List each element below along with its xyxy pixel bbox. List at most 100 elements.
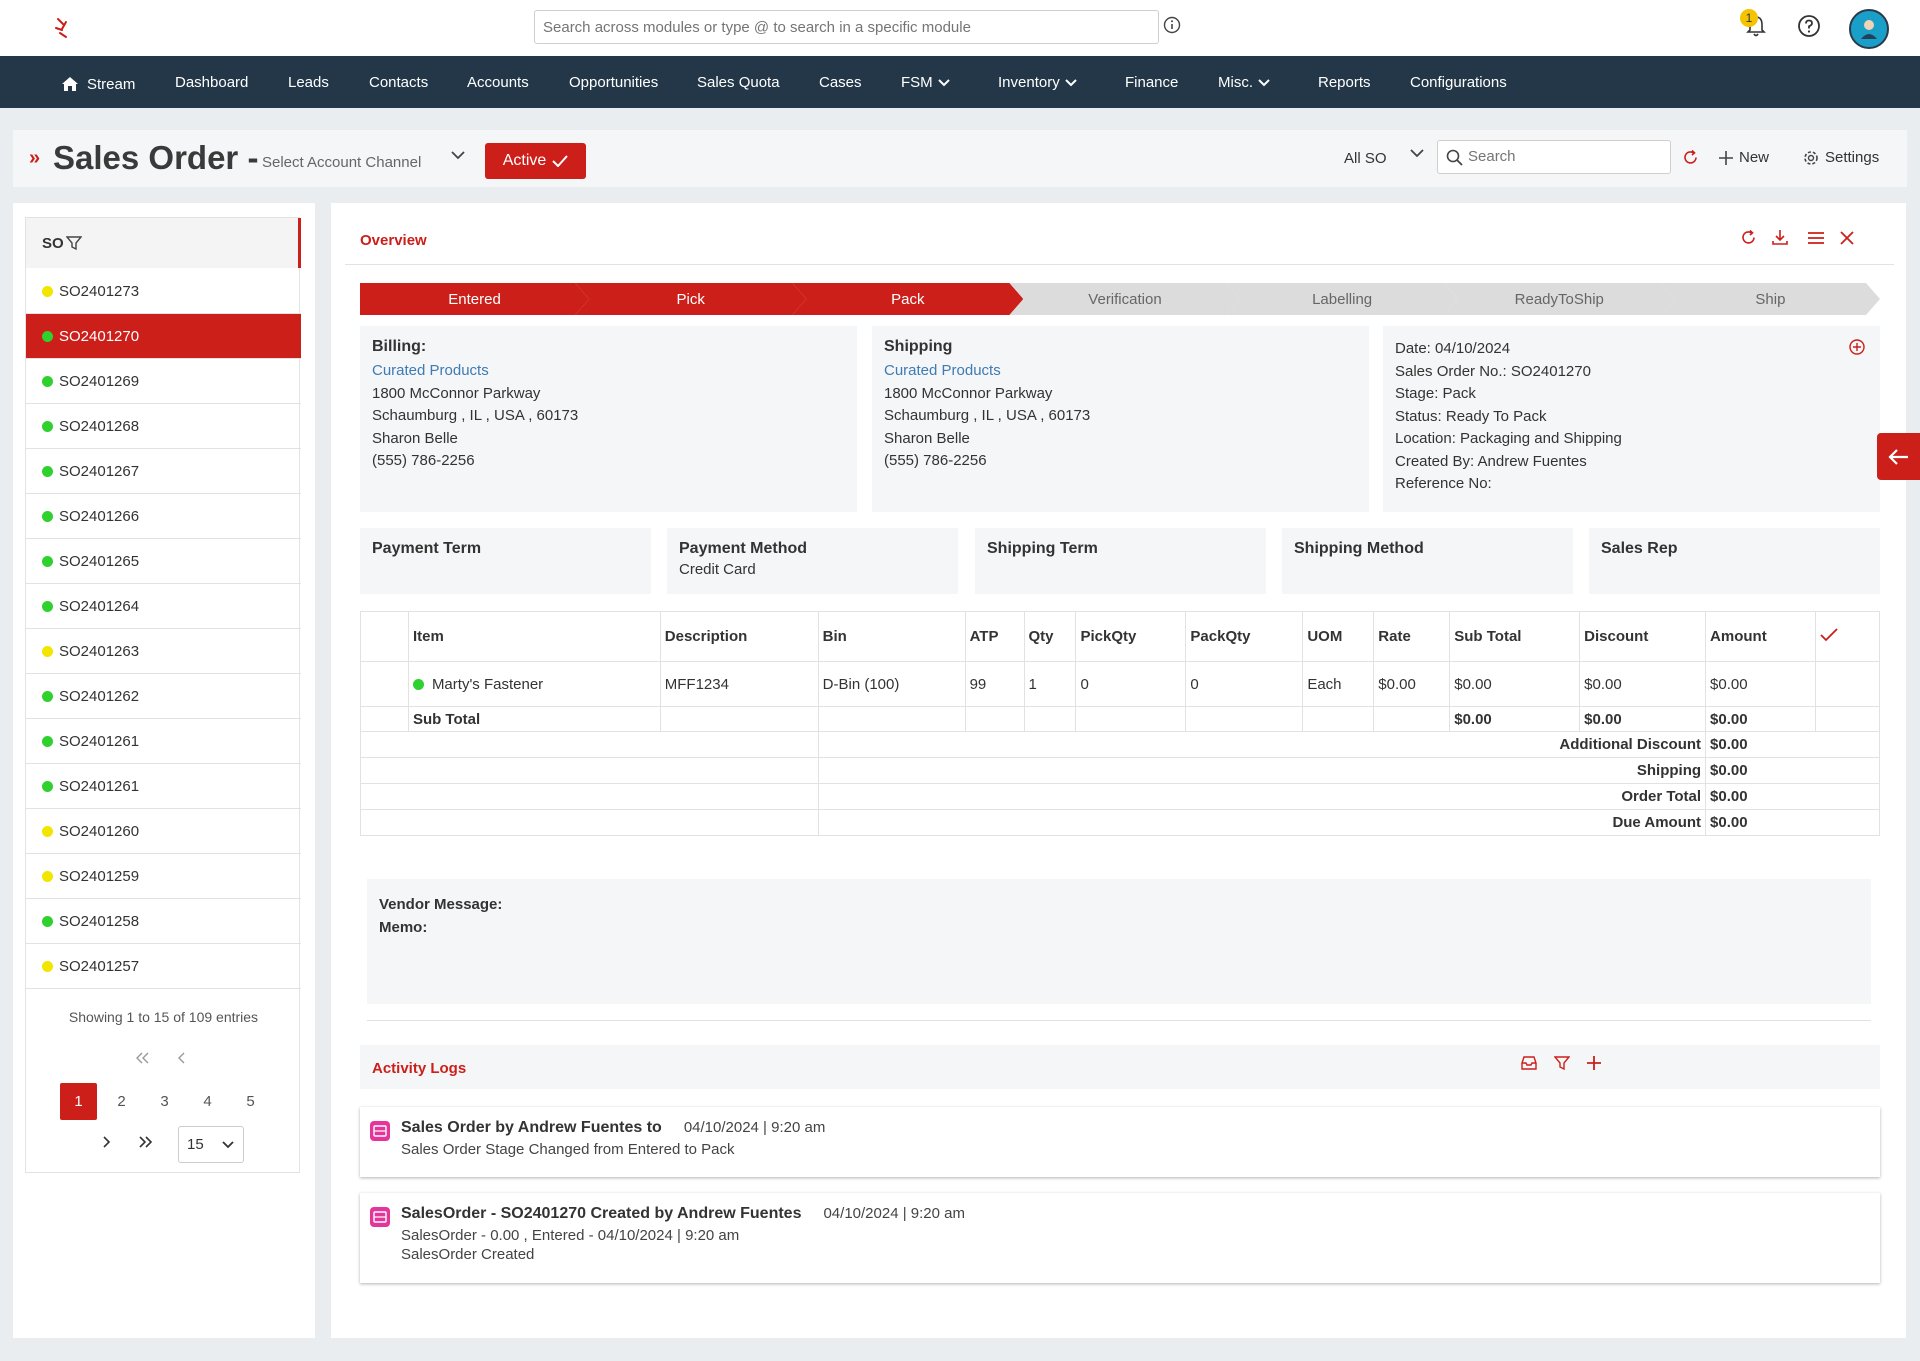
page-2-button[interactable]: 2 [117, 1093, 126, 1110]
status-dot [42, 420, 53, 432]
filter-icon[interactable] [65, 235, 82, 251]
new-button[interactable]: New [1718, 149, 1769, 166]
info-icon[interactable] [1163, 16, 1181, 34]
nav-fsm[interactable]: FSM [901, 74, 951, 91]
so-list-item[interactable]: SO2401269 [26, 359, 301, 404]
so-list-item[interactable]: SO2401267 [26, 449, 301, 494]
menu-icon[interactable] [1807, 230, 1825, 246]
so-list-item-label: SO2401258 [59, 912, 140, 930]
so-list-item[interactable]: SO2401270 [26, 314, 301, 359]
so-list-item[interactable]: SO2401265 [26, 539, 301, 584]
status-dot [42, 465, 53, 477]
so-search-input[interactable] [1468, 148, 1663, 165]
nav-inventory[interactable]: Inventory [998, 74, 1078, 91]
so-list-header[interactable]: SO [26, 218, 301, 268]
log-timestamp: 04/10/2024 | 9:20 am [683, 1119, 826, 1136]
billing-company-link[interactable]: Curated Products [372, 362, 489, 379]
so-filter-select[interactable]: All SO [1344, 150, 1387, 167]
nav-stream[interactable]: Stream [61, 74, 135, 93]
so-list-item[interactable]: SO2401258 [26, 899, 301, 944]
sales-rep-card[interactable]: Sales Rep [1589, 528, 1880, 594]
so-list-item[interactable]: SO2401273 [26, 269, 301, 314]
app-logo-icon[interactable] [50, 16, 76, 40]
close-icon[interactable] [1839, 230, 1855, 246]
plus-icon [1719, 150, 1733, 165]
nav-contacts[interactable]: Contacts [369, 74, 428, 91]
table-row[interactable]: Marty's Fastener MFF1234 D-Bin (100) 99 … [360, 661, 1881, 707]
summary-row: Additional Discount $0.00 [360, 731, 1880, 758]
nav-sales-quota[interactable]: Sales Quota [697, 74, 780, 91]
stage-step-entered[interactable]: Entered [360, 283, 589, 315]
so-list-item[interactable]: SO2401264 [26, 584, 301, 629]
settings-button[interactable]: Settings [1803, 149, 1879, 166]
shipping-term-card[interactable]: Shipping Term [975, 528, 1266, 594]
so-list: SO2401273 SO2401270 SO2401269 SO2401268 SO24… [26, 269, 301, 1006]
stage-step-ship[interactable]: Ship [1661, 283, 1880, 315]
shipping-company-link[interactable]: Curated Products [884, 362, 1001, 379]
col-discount: Discount [1579, 611, 1707, 662]
so-list-item[interactable]: SO2401263 [26, 629, 301, 674]
subtotal-amount-value: $0.00 [1705, 706, 1816, 732]
so-list-item[interactable]: SO2401262 [26, 674, 301, 719]
stage-step-pack[interactable]: Pack [792, 283, 1023, 315]
col-bin: Bin [817, 611, 966, 662]
page-size-select[interactable]: 15 [178, 1126, 244, 1163]
nav-finance[interactable]: Finance [1125, 74, 1178, 91]
nav-dashboard[interactable]: Dashboard [175, 74, 248, 91]
page-3-button[interactable]: 3 [160, 1093, 169, 1110]
stage-step-pick[interactable]: Pick [575, 283, 806, 315]
last-page-icon[interactable] [138, 1135, 154, 1149]
nav-misc[interactable]: Misc. [1218, 74, 1271, 91]
first-page-icon[interactable] [134, 1051, 150, 1065]
add-circle-icon[interactable] [1848, 338, 1866, 360]
so-list-item-label: SO2401257 [59, 957, 140, 975]
help-icon[interactable] [1797, 14, 1821, 38]
active-status-button[interactable]: Active [485, 143, 586, 179]
stage-step-readytoship[interactable]: ReadyToShip [1444, 283, 1675, 315]
account-channel-select[interactable]: Select Account Channel [262, 154, 422, 171]
page-1-button[interactable]: 1 [60, 1083, 97, 1120]
inbox-icon[interactable] [1520, 1055, 1538, 1071]
nav-leads[interactable]: Leads [288, 74, 329, 91]
so-list-item[interactable]: SO2401260 [26, 809, 301, 854]
so-list-container: SO SO2401273 SO2401270 SO2401269 SO2401268 S… [25, 217, 301, 1173]
chevron-down-icon[interactable] [450, 150, 466, 160]
stage-step-verification[interactable]: Verification [1009, 283, 1240, 315]
activity-log-item: SalesOrder - SO2401270 Created by Andrew… [360, 1193, 1880, 1283]
nav-accounts[interactable]: Accounts [467, 74, 529, 91]
col-check[interactable] [1814, 611, 1881, 662]
prev-page-icon[interactable] [176, 1051, 188, 1065]
so-list-item[interactable]: SO2401257 [26, 944, 301, 989]
nav-cases[interactable]: Cases [819, 74, 862, 91]
double-chevron-right-icon[interactable]: » [29, 147, 41, 169]
refresh-icon[interactable] [1682, 149, 1699, 166]
page-5-button[interactable]: 5 [246, 1093, 255, 1110]
filter-icon[interactable] [1554, 1055, 1570, 1071]
so-list-item[interactable]: SO2401259 [26, 854, 301, 899]
vendor-message-label: Vendor Message: [379, 896, 503, 913]
user-avatar[interactable] [1849, 9, 1889, 49]
stage-step-label: Pick [676, 290, 705, 308]
stage-step-labelling[interactable]: Labelling [1227, 283, 1458, 315]
so-list-item[interactable]: SO2401261 [26, 719, 301, 764]
check-icon[interactable] [1820, 627, 1838, 642]
next-page-icon[interactable] [100, 1135, 112, 1149]
page-4-button[interactable]: 4 [203, 1093, 212, 1110]
download-icon[interactable] [1771, 229, 1789, 246]
global-search-input[interactable] [534, 10, 1159, 44]
so-list-item[interactable]: SO2401266 [26, 494, 301, 539]
payment-term-card[interactable]: Payment Term [360, 528, 651, 594]
payment-method-card[interactable]: Payment Method Credit Card [667, 528, 958, 594]
so-list-item[interactable]: SO2401268 [26, 404, 301, 449]
refresh-icon[interactable] [1740, 229, 1757, 246]
chevron-down-icon[interactable] [1409, 148, 1425, 158]
empty-cell [1373, 706, 1451, 732]
nav-configurations[interactable]: Configurations [1410, 74, 1507, 91]
plus-icon[interactable] [1586, 1055, 1602, 1071]
nav-opportunities[interactable]: Opportunities [569, 74, 658, 91]
side-panel-toggle[interactable] [1877, 433, 1920, 480]
so-list-item[interactable]: SO2401261 [26, 764, 301, 809]
vendor-message-box[interactable]: Vendor Message: Memo: [367, 879, 1871, 1004]
shipping-method-card[interactable]: Shipping Method [1282, 528, 1573, 594]
nav-reports[interactable]: Reports [1318, 74, 1371, 91]
